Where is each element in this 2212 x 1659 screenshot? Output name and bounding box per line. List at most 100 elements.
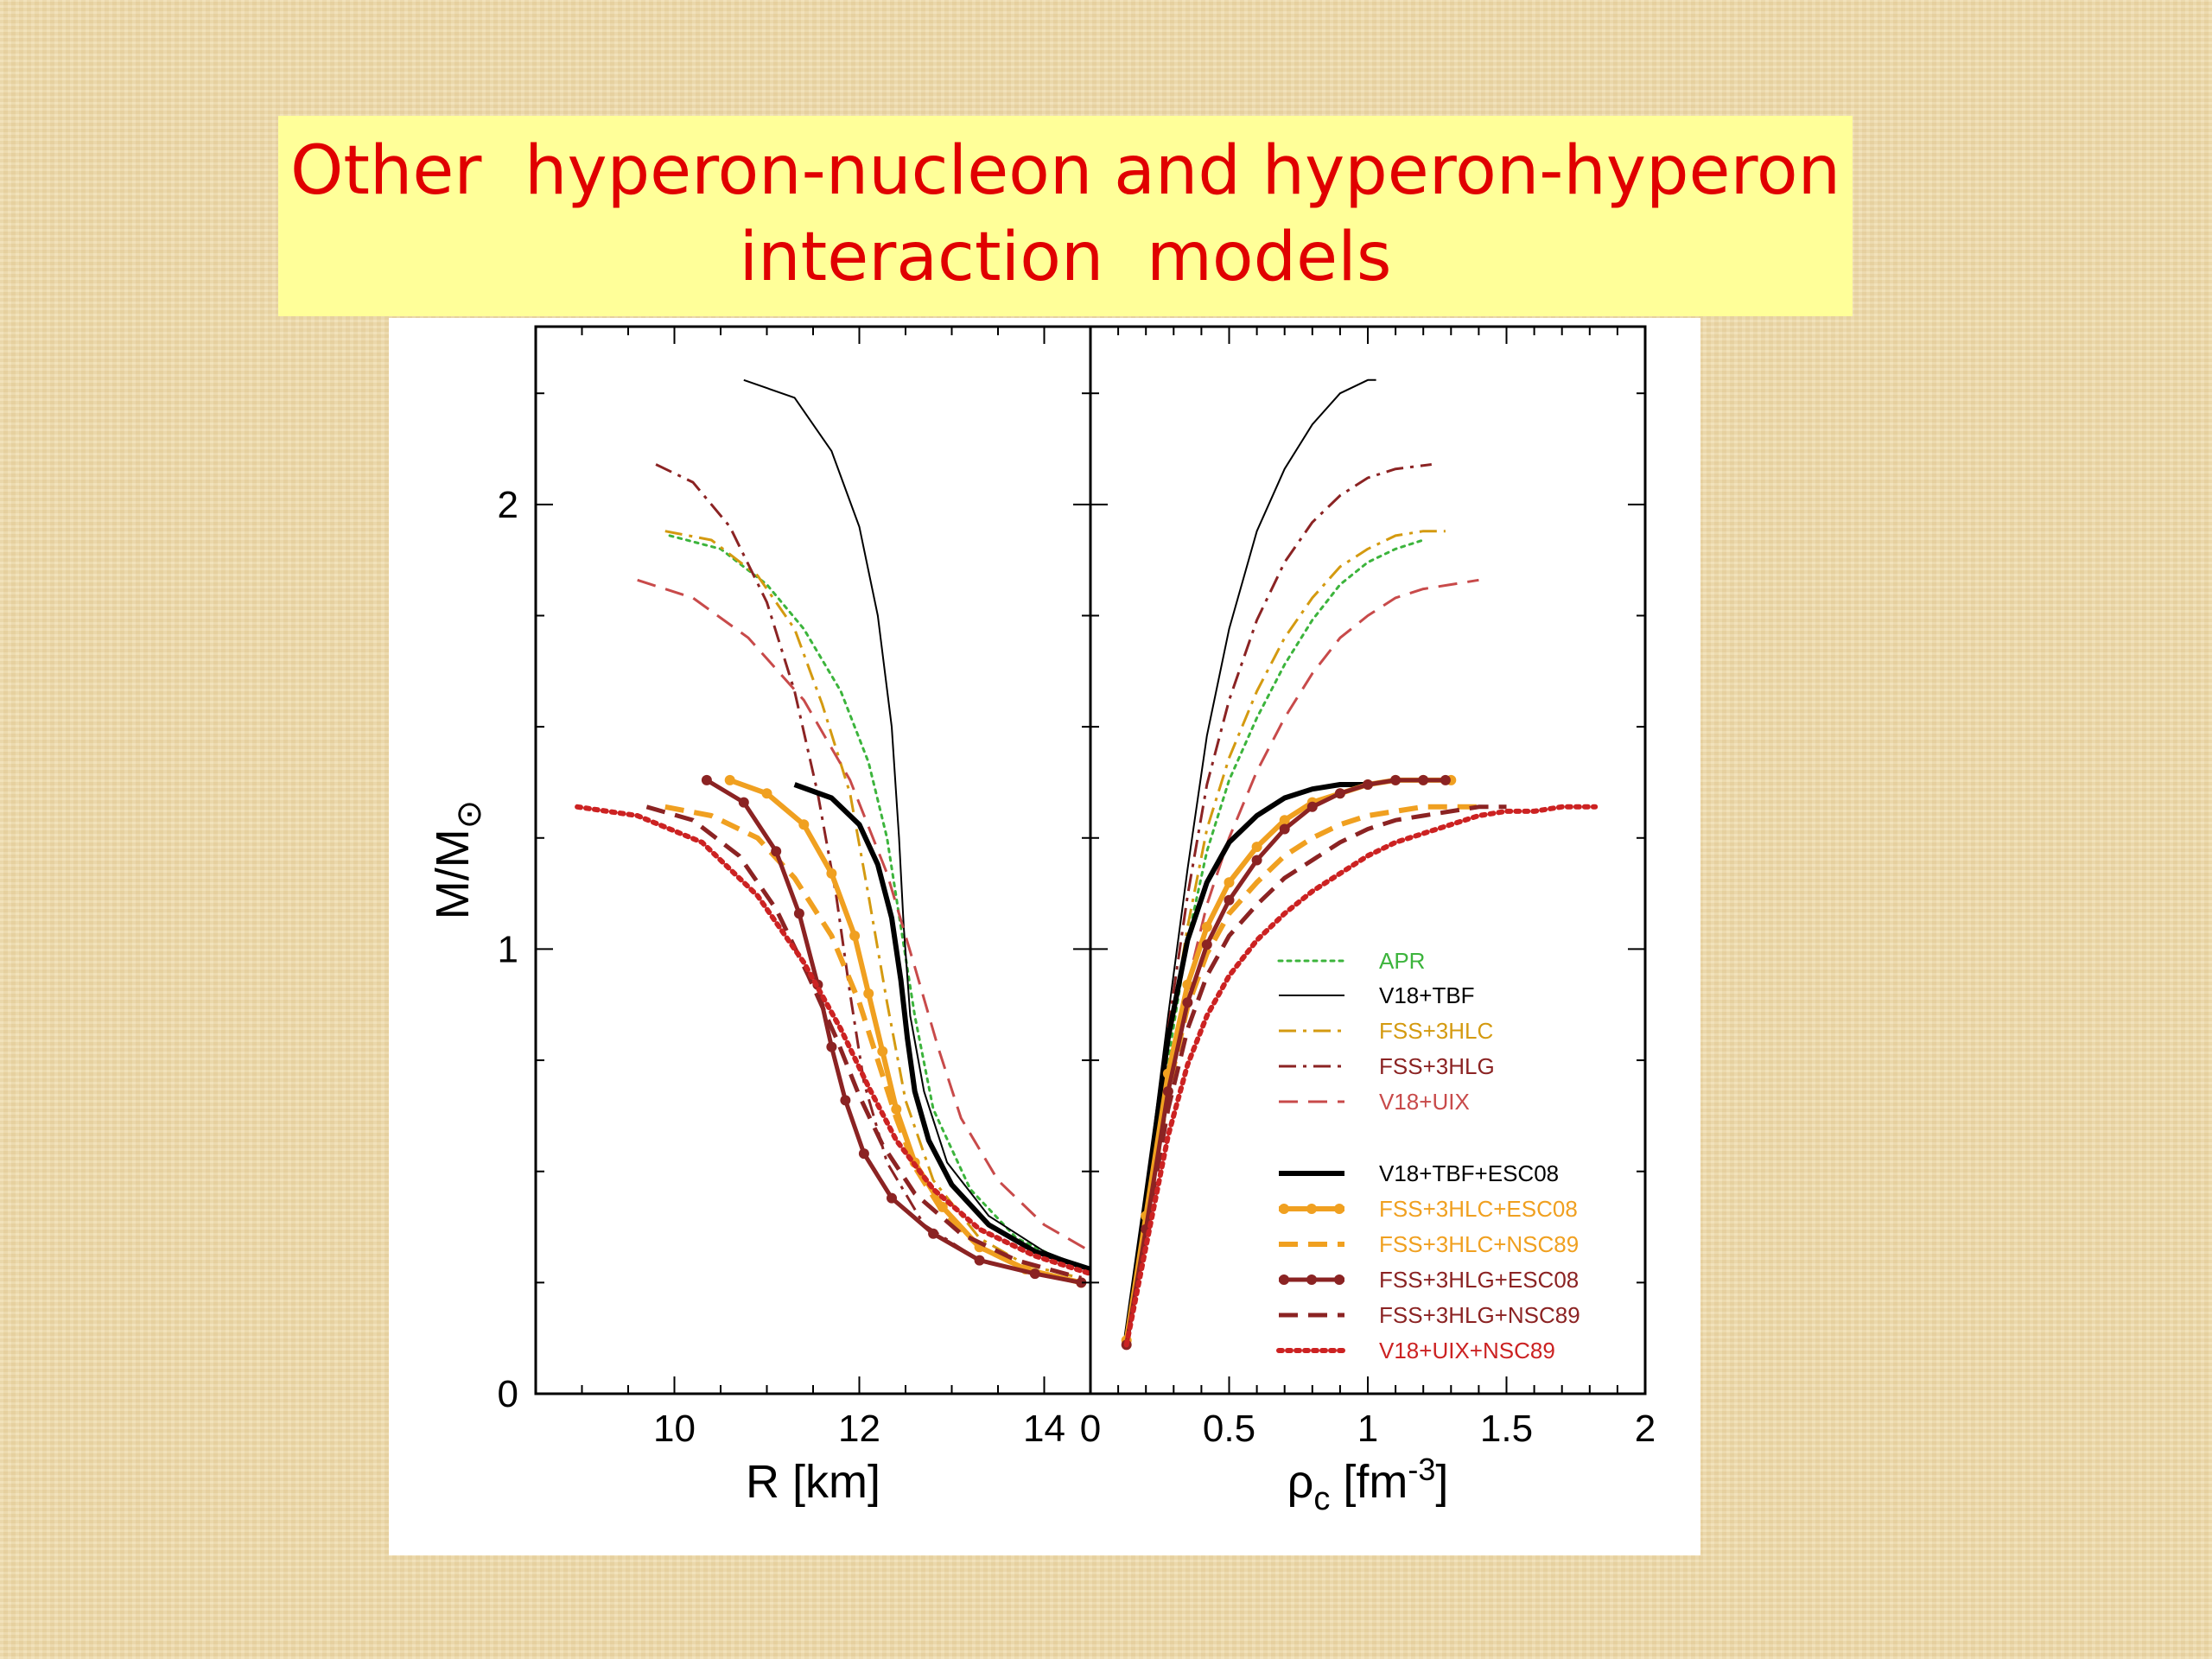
legend-label: FSS+3HLG (1379, 1053, 1495, 1079)
legend-label: FSS+3HLC+ESC08 (1379, 1196, 1578, 1222)
left-series-point (849, 931, 861, 941)
left-series-point (826, 868, 837, 879)
left-x-tick-label: 12 (838, 1408, 880, 1450)
left-series-point (826, 1041, 837, 1052)
left-series-point (974, 1255, 985, 1266)
left-series-point (840, 1095, 851, 1106)
left-series-point (858, 1148, 869, 1160)
right-x-axis-label-sub: c (1313, 1481, 1330, 1517)
left-series-point (793, 908, 804, 919)
right-series-point (1182, 997, 1193, 1008)
left-x-tick-label: 14 (1023, 1408, 1065, 1450)
left-series-point (928, 1228, 939, 1239)
right-x-tick-label: 1.5 (1480, 1408, 1533, 1450)
right-series-point (1201, 921, 1212, 932)
right-series-point (1224, 894, 1235, 906)
axis-ticks (536, 327, 1645, 1395)
slide-title: Other hyperon-nucleon and hyperon-hypero… (278, 116, 1853, 316)
legend-label: V18+UIX (1379, 1089, 1470, 1115)
legend: APR V18+TBF FSS+3HLC FSS+3HLG V18+UIX V18+TBF… (1276, 948, 1580, 1363)
left-series-point (724, 774, 735, 785)
right-series-line-fss-3hlg-nsc89 (1124, 804, 1507, 1345)
legend-swatch-marker (1334, 1204, 1344, 1214)
legend-swatch-marker (1306, 1204, 1317, 1214)
chart-figure: 0 1 2 10 12 14 0 0.5 1 1.5 2 R [km] M/M⊙ ρc [fm-3]… (389, 318, 1700, 1555)
right-series-point (1440, 774, 1451, 785)
left-series-line-fss-3hlc (664, 530, 1082, 1280)
right-series-line-v18-uix-nsc89 (1123, 804, 1599, 1348)
right-x-axis-label-main: ρ (1287, 1456, 1314, 1508)
legend-label: V18+TBF (1379, 982, 1475, 1008)
legend-swatch-marker (1334, 1274, 1344, 1285)
legend-label: APR (1379, 948, 1425, 974)
y-axis-label-sub: ⊙ (450, 800, 488, 830)
left-series-point (863, 988, 874, 999)
right-series-line-apr (1125, 538, 1425, 1338)
right-x-tick-label: 0.5 (1203, 1408, 1255, 1450)
left-series-point (738, 797, 749, 808)
right-series-point (1251, 855, 1262, 866)
right-x-axis-label-unit: [fm (1330, 1456, 1408, 1508)
left-panel-curves (575, 378, 1090, 1288)
right-series-line-v18-tbf-esc08 (1123, 782, 1368, 1337)
left-series-line-fss-3hlc-nsc89 (664, 804, 1083, 1286)
legend-label: V18+TBF+ESC08 (1379, 1160, 1559, 1186)
left-series-line-apr (668, 534, 1090, 1271)
y-tick-label: 0 (498, 1373, 518, 1415)
left-series-point (1029, 1268, 1040, 1280)
right-x-tick-label: 0 (1080, 1408, 1101, 1450)
right-x-axis-label-end: ] (1435, 1456, 1448, 1508)
right-series-point (1224, 877, 1235, 888)
y-axis-label-main: M/M (427, 829, 479, 919)
right-series-point (1201, 939, 1212, 950)
left-series-point (891, 1103, 902, 1115)
y-axis-label: M/M⊙ (427, 800, 488, 919)
y-tick-label: 1 (498, 928, 518, 970)
right-series-point (1279, 815, 1290, 826)
left-x-axis-label: R [km] (746, 1456, 880, 1508)
legend-label: V18+UIX+NSC89 (1379, 1338, 1555, 1363)
right-panel-curves (1121, 378, 1599, 1351)
right-x-tick-label: 1 (1357, 1408, 1378, 1450)
legend-label: FSS+3HLC+NSC89 (1379, 1231, 1579, 1257)
left-series-point (761, 788, 772, 799)
right-x-axis-label-sup: -3 (1408, 1452, 1435, 1487)
right-series-point (1334, 788, 1345, 799)
right-x-tick-label: 2 (1635, 1408, 1656, 1450)
left-series-point (798, 819, 810, 830)
right-series-line-v18-uix (1125, 578, 1479, 1337)
left-series-line-v18-uix (637, 578, 1090, 1253)
right-series-point (1162, 1086, 1173, 1097)
legend-swatch-marker (1279, 1274, 1289, 1285)
right-series-line-v18-tbf (1125, 378, 1376, 1337)
left-x-tick-label: 10 (653, 1408, 696, 1450)
right-series-point (1390, 774, 1402, 785)
legend-label: FSS+3HLC (1379, 1018, 1493, 1044)
legend-label: FSS+3HLG+ESC08 (1379, 1267, 1579, 1293)
left-series-line-v18-tbf-esc08 (793, 782, 1090, 1272)
slide-title-line2: interaction models (739, 219, 1392, 296)
y-tick-label: 2 (498, 484, 518, 526)
legend-swatch-marker (1279, 1204, 1289, 1214)
right-series-point (1251, 842, 1262, 853)
left-series-point (877, 1046, 888, 1057)
left-series-point (701, 774, 712, 785)
slide-title-line1: Other hyperon-nucleon and hyperon-hypero… (289, 132, 1841, 210)
right-series-point (1182, 979, 1193, 990)
right-x-axis-label: ρc [fm-3] (1287, 1452, 1449, 1517)
right-series-point (1418, 774, 1429, 785)
left-series-point (887, 1192, 897, 1204)
right-series-point (1306, 801, 1318, 812)
left-series-line-v18-uix-nsc89 (575, 804, 1090, 1277)
legend-label: FSS+3HLG+NSC89 (1379, 1302, 1580, 1328)
left-series-point (1076, 1277, 1087, 1288)
left-series-line-fss-3hlg (655, 463, 1082, 1284)
legend-swatch-marker (1306, 1274, 1317, 1285)
left-series-point (771, 846, 782, 857)
left-series-line-fss-3hlg-nsc89 (645, 804, 1082, 1281)
right-series-point (1363, 779, 1373, 790)
right-series-point (1279, 823, 1290, 835)
left-series-line-v18-tbf (743, 378, 1090, 1270)
